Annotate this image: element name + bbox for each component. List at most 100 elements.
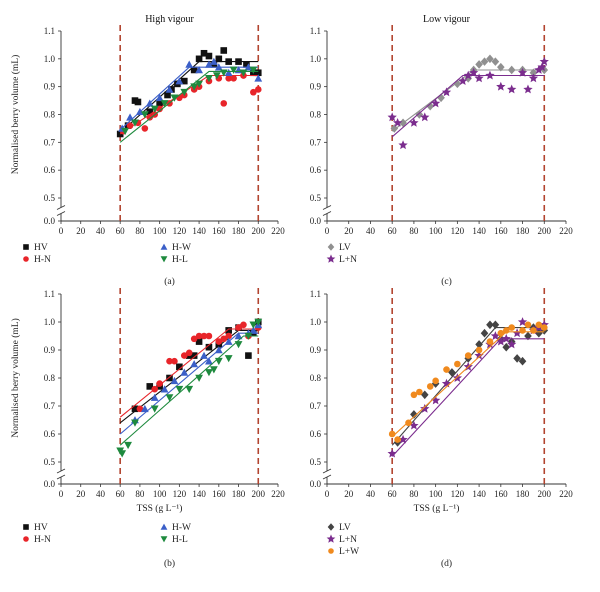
y-tick-label: 1.0	[310, 317, 322, 327]
x-tick-label: 120	[451, 226, 465, 236]
x-tick-label: 120	[173, 226, 187, 236]
data-point	[200, 351, 208, 359]
data-point	[131, 405, 139, 413]
x-tick-label: 220	[271, 226, 285, 236]
axis-break-mark	[322, 474, 332, 480]
data-point	[195, 55, 203, 63]
x-axis-label: TSS (g L⁻¹)	[414, 503, 460, 514]
x-tick-label: 160	[212, 226, 226, 236]
data-point	[475, 346, 483, 354]
x-tick-label: 140	[472, 226, 486, 236]
data-point	[195, 80, 203, 88]
x-axis-label: TSS (g L⁻¹)	[137, 503, 183, 514]
series-L+N	[387, 56, 549, 150]
y-tick-label: 0.9	[310, 82, 322, 92]
legend-label: H-L	[172, 255, 188, 265]
legend-label: H-N	[34, 255, 51, 265]
data-point	[530, 327, 537, 334]
data-point	[528, 73, 539, 83]
y-tick-label: 0.7	[44, 137, 56, 147]
legend-label: H-L	[172, 535, 188, 545]
data-point	[398, 434, 408, 444]
legend-label: L+W	[339, 547, 359, 557]
x-tick-label: 40	[366, 489, 376, 499]
series-H-L	[116, 318, 263, 458]
data-point	[156, 100, 163, 107]
data-point	[254, 86, 262, 93]
data-point	[180, 368, 189, 376]
x-tick-label: 140	[472, 489, 486, 499]
legend-marker	[23, 524, 29, 530]
x-tick-label: 140	[192, 489, 206, 499]
data-point	[225, 75, 232, 82]
data-point	[225, 58, 232, 65]
legend-label: HV	[34, 523, 48, 533]
x-tick-label: 200	[252, 489, 266, 499]
x-tick-label: 40	[366, 226, 376, 236]
data-point	[200, 332, 208, 340]
data-point	[136, 405, 144, 413]
data-point	[175, 385, 184, 394]
fit-line	[119, 335, 259, 446]
data-point	[453, 79, 462, 89]
x-tick-label: 100	[429, 489, 443, 499]
y-tick-label: 0.6	[310, 429, 322, 439]
data-point	[209, 57, 218, 65]
data-point	[398, 140, 408, 150]
data-point	[507, 65, 516, 75]
data-point	[507, 339, 517, 349]
panel-title: Low vigour	[423, 14, 471, 25]
axis-break-mark	[322, 205, 332, 210]
data-point	[145, 99, 154, 107]
data-point	[480, 328, 489, 338]
fit-line	[391, 331, 545, 438]
y-tick-label: 0.6	[310, 165, 322, 175]
data-point	[205, 60, 213, 68]
data-point	[166, 357, 173, 365]
data-point	[170, 94, 179, 102]
y-tick-label: 0.6	[44, 429, 56, 439]
data-point	[513, 354, 521, 363]
legend: LV L+N	[326, 243, 357, 265]
data-point	[250, 88, 257, 96]
x-tick-label: 20	[76, 226, 86, 236]
legend-label: LV	[339, 243, 351, 253]
data-point	[387, 112, 397, 122]
data-point	[416, 388, 423, 396]
data-point	[124, 441, 132, 450]
x-tick-label: 80	[135, 226, 145, 236]
y-tick-label: 0.7	[44, 401, 56, 411]
data-point	[240, 321, 247, 329]
data-point	[234, 341, 243, 349]
y-tick-label: 1.1	[44, 26, 55, 36]
data-point	[195, 338, 203, 345]
data-point	[141, 125, 149, 132]
data-point	[508, 324, 515, 331]
data-point	[464, 352, 472, 359]
y-tick-label: 1.1	[310, 26, 321, 36]
data-point	[491, 320, 500, 330]
y-tick-label: 0.8	[310, 373, 322, 383]
x-tick-label: 200	[252, 226, 266, 236]
data-point	[474, 73, 484, 83]
data-point	[243, 61, 250, 68]
y-tick-label: 0.7	[310, 401, 322, 411]
data-point	[420, 403, 430, 413]
data-point	[190, 360, 199, 368]
data-point	[146, 383, 154, 390]
data-point	[156, 105, 163, 113]
data-point	[224, 337, 233, 345]
data-point	[214, 63, 223, 71]
x-tick-label: 60	[388, 226, 398, 236]
series-H-N	[119, 321, 262, 418]
data-point	[474, 350, 484, 360]
panel-caption: (a)	[164, 276, 175, 287]
legend-label: LV	[339, 523, 351, 533]
x-tick-label: 80	[135, 489, 145, 499]
data-point	[388, 430, 396, 438]
data-point	[399, 118, 407, 128]
y-tick-label: 0.5	[44, 457, 56, 467]
data-point	[205, 332, 213, 340]
x-tick-label: 220	[559, 226, 573, 236]
data-point	[392, 117, 403, 127]
